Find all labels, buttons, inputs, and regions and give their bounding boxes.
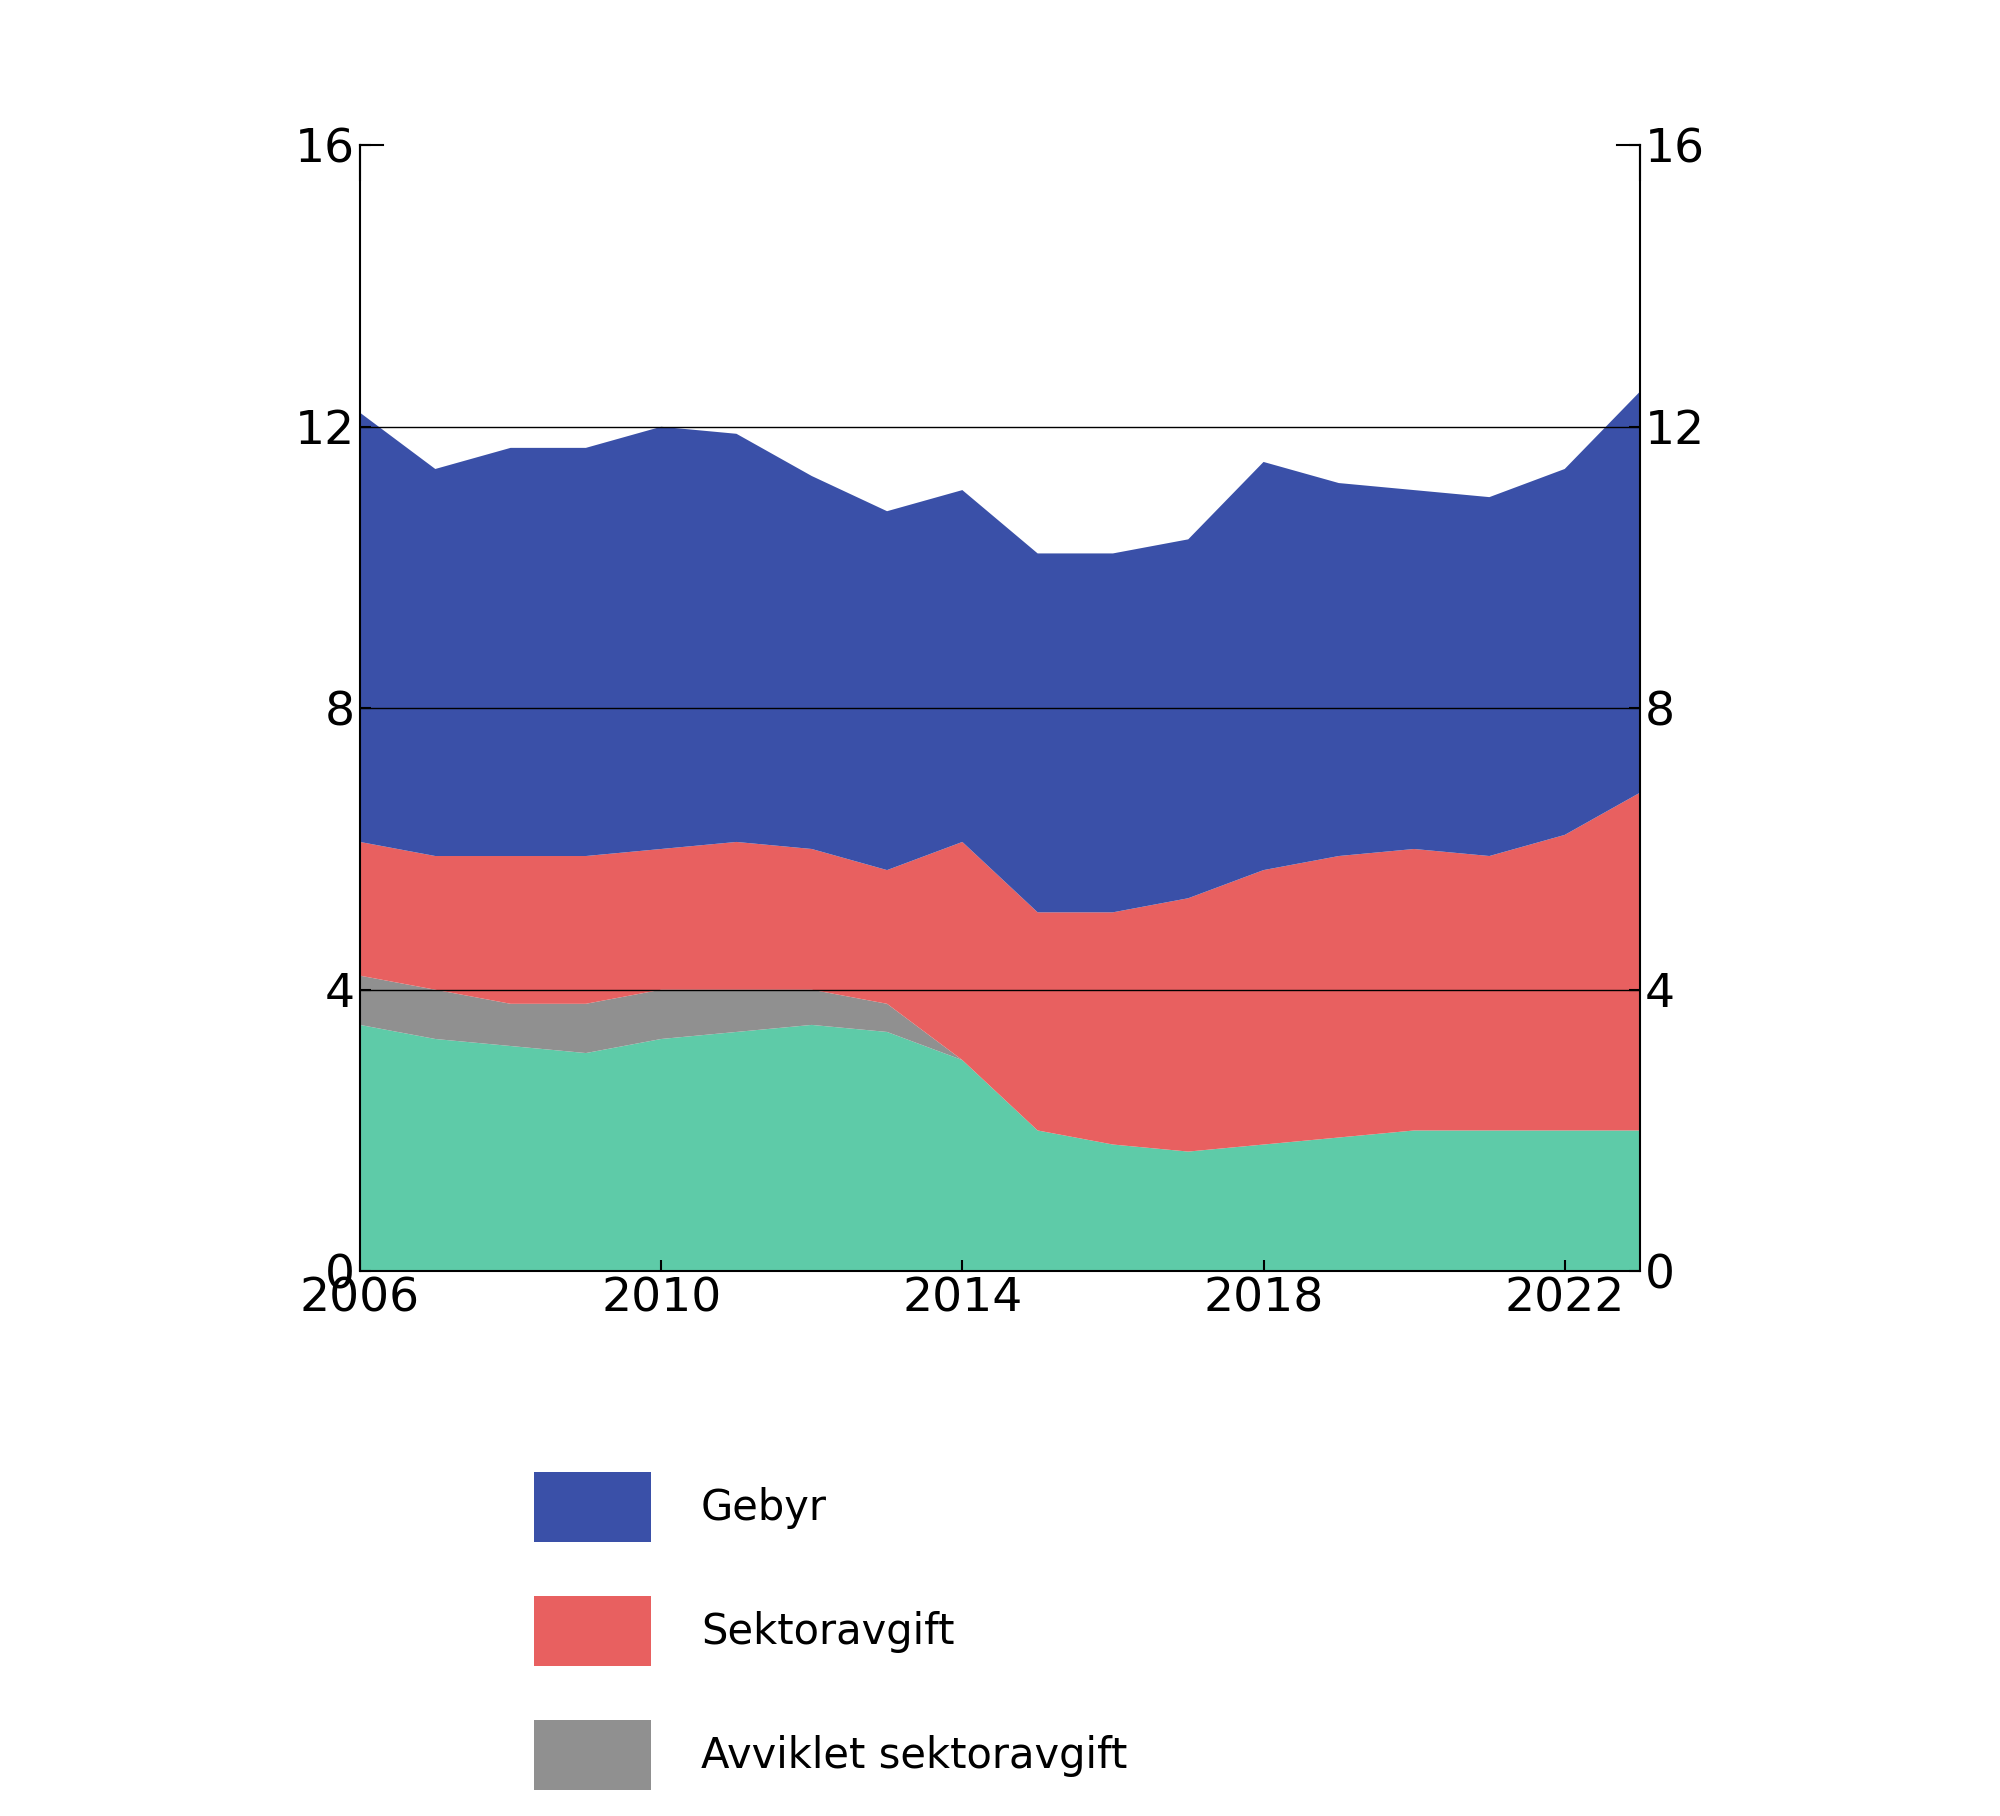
Legend: Gebyr, Sektoravgift, Avviklet sektoravgift, Utenfor statsbudsjettet: Gebyr, Sektoravgift, Avviklet sektoravgi… — [534, 1473, 1186, 1816]
